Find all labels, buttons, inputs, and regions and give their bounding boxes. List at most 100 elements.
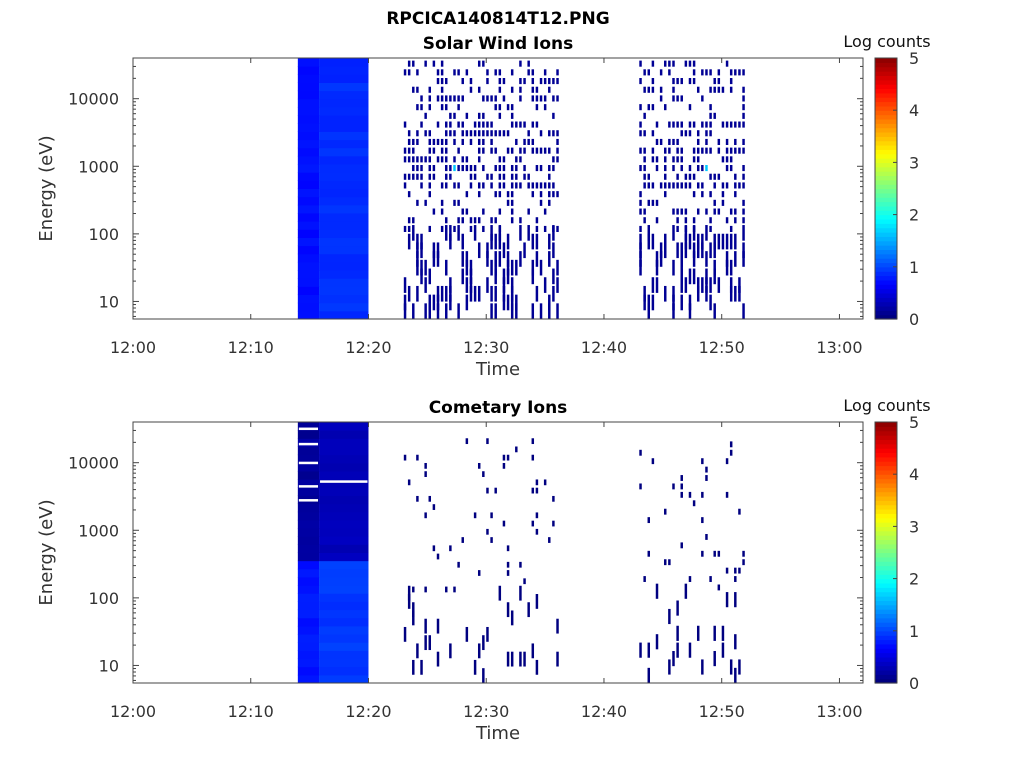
count-pixel <box>416 130 419 137</box>
count-pixel <box>742 138 745 145</box>
spectrogram-cell <box>319 253 369 263</box>
colorbar-swatch <box>875 478 897 484</box>
count-pixel <box>639 642 642 658</box>
count-pixel <box>449 165 452 172</box>
count-pixel <box>535 182 539 189</box>
count-pixel <box>486 173 489 180</box>
count-pixel <box>651 147 655 154</box>
count-pixel <box>523 147 526 154</box>
count-pixel <box>676 625 679 641</box>
count-pixel <box>465 112 469 119</box>
count-pixel <box>420 182 423 189</box>
count-pixel <box>705 147 708 154</box>
count-pixel <box>688 491 692 498</box>
count-pixel <box>416 104 419 111</box>
count-pixel <box>412 303 415 319</box>
colorbar-swatch <box>875 301 897 307</box>
count-pixel <box>477 643 481 659</box>
count-pixel <box>490 217 493 224</box>
count-pixel <box>428 268 432 285</box>
colorbar-tick-label: 2 <box>909 206 919 225</box>
spectrogram-cell <box>297 212 320 222</box>
count-pixel <box>692 217 696 224</box>
count-pixel <box>696 208 700 215</box>
count-pixel <box>440 60 444 67</box>
count-pixel <box>531 487 535 494</box>
colorbar-swatch <box>875 487 897 493</box>
count-pixel <box>539 130 543 137</box>
count-pixel <box>734 69 737 76</box>
count-pixel <box>713 182 716 189</box>
spectrogram-cell <box>319 487 369 496</box>
count-pixel <box>705 533 708 540</box>
colorbar-swatch <box>875 435 897 440</box>
colorbar-swatch <box>875 266 897 272</box>
count-pixel <box>440 199 444 206</box>
count-pixel <box>664 60 667 67</box>
count-pixel <box>655 121 659 128</box>
count-pixel <box>469 182 473 189</box>
count-pixel <box>469 173 473 180</box>
count-pixel <box>705 251 708 267</box>
count-pixel <box>494 147 497 154</box>
count-pixel <box>721 191 725 198</box>
count-pixel <box>407 60 411 67</box>
count-pixel <box>531 95 535 102</box>
colorbar-swatch <box>875 166 897 172</box>
count-pixel <box>651 277 655 293</box>
count-pixel <box>407 585 411 601</box>
count-pixel <box>688 642 692 658</box>
count-pixel <box>676 156 679 163</box>
count-pixel <box>477 86 481 93</box>
spectrogram-cell <box>297 115 320 124</box>
count-pixel <box>738 508 741 515</box>
count-pixel <box>469 86 473 93</box>
count-pixel <box>676 95 679 102</box>
count-pixel <box>734 634 737 650</box>
colorbar-swatch <box>875 162 897 168</box>
count-pixel <box>543 78 547 85</box>
count-pixel <box>729 69 733 76</box>
colorbar-label: Log counts <box>843 396 930 415</box>
count-pixel <box>709 112 712 119</box>
spectrogram-cell <box>297 237 320 247</box>
count-pixel <box>457 121 460 128</box>
count-pixel <box>688 294 692 311</box>
count-pixel <box>725 60 729 67</box>
colorbar-swatch <box>875 526 897 532</box>
colorbar-swatch <box>875 422 897 427</box>
count-pixel <box>412 659 415 675</box>
count-pixel <box>494 259 497 276</box>
count-pixel <box>531 233 535 250</box>
colorbar-swatch <box>875 149 897 155</box>
count-pixel <box>729 121 733 128</box>
colorbar-swatch <box>875 75 897 81</box>
count-pixel <box>502 242 506 259</box>
count-pixel <box>725 156 729 163</box>
count-pixel <box>738 659 741 675</box>
count-pixel <box>440 78 444 85</box>
count-pixel <box>709 147 712 154</box>
count-pixel <box>692 60 696 67</box>
count-pixel <box>655 156 659 163</box>
count-pixel <box>651 86 655 93</box>
count-pixel <box>494 233 497 250</box>
y-tick-label: 10000 <box>68 90 119 109</box>
count-pixel <box>457 225 460 241</box>
count-pixel <box>502 165 506 172</box>
count-pixel <box>659 251 663 267</box>
count-pixel <box>453 69 456 76</box>
count-pixel <box>696 625 700 641</box>
spectrogram-cell <box>297 180 320 189</box>
count-pixel <box>482 138 485 145</box>
count-pixel <box>734 576 737 582</box>
count-pixel <box>664 156 667 163</box>
count-pixel <box>725 147 729 154</box>
count-pixel <box>651 78 655 85</box>
count-pixel <box>531 303 535 319</box>
count-pixel <box>469 268 473 285</box>
colorbar-swatch <box>875 665 897 671</box>
count-pixel <box>506 602 510 618</box>
count-pixel <box>461 156 464 163</box>
count-pixel <box>449 130 452 137</box>
